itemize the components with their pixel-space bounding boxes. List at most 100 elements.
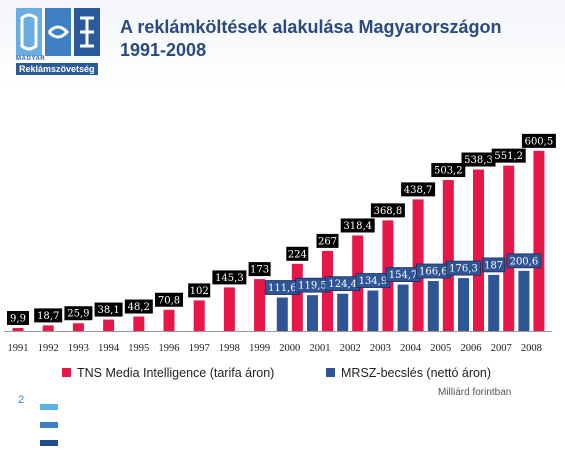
tick-label-2000: 2000 — [279, 343, 300, 354]
label-mrsz-2004: 154,7 — [389, 270, 418, 281]
bar-mrsz-2004 — [397, 284, 409, 331]
bar-tns-1999 — [254, 279, 266, 331]
label-tns-2000: 224 — [288, 249, 307, 260]
bar-mrsz-2000 — [276, 297, 288, 331]
label-box-tns-1998 — [212, 270, 247, 285]
footer-bar-light — [40, 404, 58, 410]
label-tns-1991: 9,9 — [10, 314, 26, 325]
bar-mrsz-2006 — [458, 278, 469, 331]
bar-tns-1997 — [193, 300, 205, 331]
legend-swatch-tns — [62, 368, 71, 378]
label-box-tns-2007 — [491, 148, 526, 163]
legend-item-tns: TNS Media Intelligence (tarifa áron) — [62, 366, 274, 380]
label-box-tns-1997 — [188, 283, 211, 298]
label-box-tns-2001 — [316, 233, 339, 248]
bar-tns-2000 — [291, 263, 303, 331]
legend-swatch-mrsz — [326, 368, 335, 378]
logo-mark-icon — [16, 8, 100, 56]
bar-mrsz-2001 — [307, 295, 318, 331]
tick-label-1999: 1999 — [249, 343, 270, 354]
tick-label-2002: 2002 — [340, 343, 361, 354]
tick-label-2006: 2006 — [461, 343, 482, 354]
tick-label-2005: 2005 — [430, 343, 451, 354]
label-box-tns-2002 — [340, 218, 375, 233]
tick-label-1993: 1993 — [68, 343, 89, 354]
tick-label-2007: 2007 — [491, 343, 512, 354]
label-tns-1998: 145,3 — [215, 273, 244, 284]
label-tns-1992: 18,7 — [37, 311, 59, 322]
bar-tns-1992 — [42, 325, 54, 331]
label-box-tns-2005 — [431, 163, 466, 178]
legend-label-mrsz: MRSZ-becslés (nettó áron) — [341, 366, 492, 380]
label-box-tns-1991 — [7, 311, 29, 326]
label-box-tns-1999 — [248, 262, 271, 277]
chart-legend: TNS Media Intelligence (tarifa áron) MRS… — [0, 366, 565, 382]
label-tns-2003: 368,8 — [374, 206, 403, 217]
bar-tns-1991 — [12, 328, 24, 331]
tick-label-2004: 2004 — [400, 343, 422, 354]
footer-bars — [40, 397, 61, 451]
bar-mrsz-2005 — [427, 281, 439, 331]
label-mrsz-2008: 200,6 — [510, 256, 539, 267]
tick-label-2008: 2008 — [521, 343, 542, 354]
label-tns-1994: 38,1 — [97, 305, 119, 316]
tick-label-1995: 1995 — [128, 343, 149, 354]
label-box-tns-2008 — [521, 133, 556, 148]
tick-label-1991: 1991 — [8, 343, 29, 354]
page-number: 2 — [18, 394, 25, 406]
label-box-mrsz-2008 — [506, 253, 542, 269]
tick-label-1994: 1994 — [98, 343, 120, 354]
label-box-tns-1992 — [34, 308, 63, 323]
legend-item-mrsz: MRSZ-becslés (nettó áron) — [326, 366, 491, 380]
label-tns-2004: 438,7 — [404, 185, 433, 196]
label-tns-2001: 267 — [318, 236, 337, 247]
bar-tns-1996 — [163, 309, 175, 331]
label-tns-1993: 25,9 — [67, 309, 89, 320]
label-tns-1996: 70,8 — [158, 295, 180, 306]
bar-mrsz-2008 — [518, 270, 530, 331]
bar-tns-2007 — [503, 165, 515, 331]
label-tns-1999: 173 — [250, 265, 269, 276]
tick-label-1997: 1997 — [189, 343, 210, 354]
logo: MAGYAR Reklámszövetség — [8, 8, 106, 75]
tick-label-2003: 2003 — [370, 343, 391, 354]
label-tns-2007: 551,2 — [494, 151, 523, 162]
tick-label-1992: 1992 — [38, 343, 59, 354]
bar-mrsz-2003 — [367, 290, 379, 331]
bar-tns-2005 — [442, 180, 454, 331]
bar-tns-1994 — [103, 319, 115, 331]
label-tns-2002: 318,4 — [343, 221, 372, 232]
label-box-tns-2000 — [286, 246, 309, 261]
label-mrsz-2000: 111,6 — [268, 283, 297, 294]
tick-label-2001: 2001 — [310, 343, 331, 354]
label-box-tns-2004 — [401, 182, 436, 197]
label-mrsz-2006: 176,3 — [449, 264, 478, 275]
bar-mrsz-2007 — [488, 274, 500, 331]
label-tns-2005: 503,2 — [434, 166, 463, 177]
bar-tns-1998 — [223, 287, 235, 331]
tick-label-1996: 1996 — [159, 343, 180, 354]
bar-mrsz-2002 — [337, 293, 349, 331]
label-mrsz-2003: 134,9 — [359, 276, 388, 287]
logo-small-text: MAGYAR — [16, 56, 46, 62]
footer-bar-medium — [40, 422, 58, 428]
label-mrsz-2005: 166,6 — [419, 267, 448, 278]
label-box-tns-2006 — [461, 152, 496, 167]
legend-label-tns: TNS Media Intelligence (tarifa áron) — [77, 366, 275, 380]
label-mrsz-2007: 187 — [484, 260, 503, 271]
label-box-tns-1994 — [94, 302, 123, 317]
label-tns-1997: 102 — [190, 286, 209, 297]
label-box-tns-1993 — [64, 306, 93, 321]
label-tns-2006: 538,3 — [464, 155, 493, 166]
label-box-tns-1996 — [155, 292, 183, 307]
label-box-mrsz-2006 — [446, 260, 481, 276]
bar-tns-2006 — [473, 169, 484, 331]
bar-chart: 9,9 1991 18,7 1992 25,9 1993 38,1 1994 48,2 1995 7… — [4, 133, 556, 354]
title-line-1: A reklámköltések alakulása Magyarországo… — [120, 17, 502, 37]
bar-tns-1995 — [133, 316, 145, 331]
label-box-tns-1995 — [124, 299, 153, 314]
tick-label-1998: 1998 — [219, 343, 240, 354]
label-tns-2008: 600,5 — [525, 136, 554, 147]
title-line-2: 1991-2008 — [120, 40, 207, 60]
page-title: A reklámköltések alakulása Magyarországo… — [120, 16, 540, 62]
